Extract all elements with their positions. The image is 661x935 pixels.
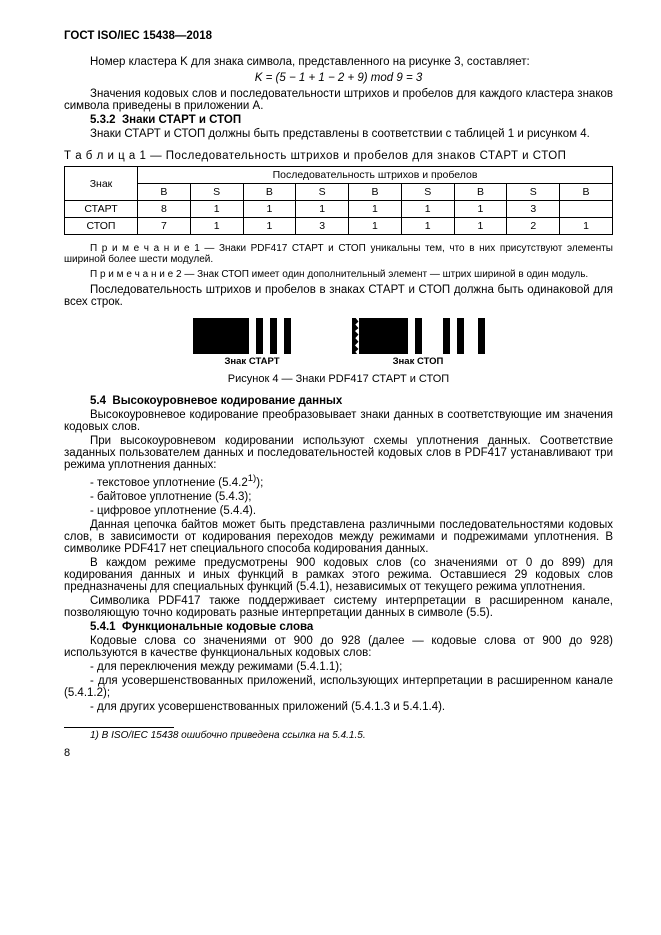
list-byte-compact: - байтовое уплотнение (5.4.3); (64, 491, 613, 503)
formula: K = (5 − 1 + 1 − 2 + 9) mod 9 = 3 (64, 72, 613, 84)
figure-caption: Рисунок 4 — Знаки PDF417 СТАРТ и СТОП (64, 373, 613, 385)
table-caption: Т а б л и ц а 1 — Последовательность штр… (64, 150, 613, 162)
figure-stop: Знак СТОП (352, 318, 485, 367)
list-other: - для других усовершенствованных приложе… (64, 701, 613, 713)
para-high-level-2: При высокоуровневом кодировании использу… (64, 435, 613, 471)
list-digit-compact: - цифровое уплотнение (5.4.4). (64, 505, 613, 517)
list-enhanced-eci: - для усовершенствованных приложений, ис… (64, 675, 613, 699)
doc-header: ГОСТ ISO/IEC 15438—2018 (64, 30, 613, 42)
para-eci: Символика PDF417 также поддерживает сист… (64, 595, 613, 619)
note-1: П р и м е ч а н и е 1 — Знаки PDF417 СТА… (64, 243, 613, 265)
figure-4: Знак СТАРТ Знак СТОП (64, 318, 613, 367)
para-high-level-1: Высокоуровневое кодирование преобразовыв… (64, 409, 613, 433)
section-5-3-2: 5.3.2 Знаки СТАРТ и СТОП (64, 114, 613, 126)
footnote: 1) В ISO/IEC 15438 ошибочно приведена сс… (64, 730, 613, 741)
para-seq-same: Последовательность штрихов и пробелов в … (64, 284, 613, 308)
col-seq: Последовательность штрихов и пробелов (138, 167, 613, 184)
figure-start-label: Знак СТАРТ (193, 356, 312, 367)
note-2: П р и м е ч а н и е 2 — Знак СТОП имеет … (64, 269, 613, 280)
col-znak: Знак (65, 167, 138, 201)
list-switch: - для переключения между режимами (5.4.1… (64, 661, 613, 673)
figure-start: Знак СТАРТ (193, 318, 312, 367)
footnote-rule (64, 727, 174, 728)
para-cluster-intro: Номер кластера K для знака символа, пред… (64, 56, 613, 68)
section-5-4: 5.4 Высокоуровневое кодирование данных (64, 395, 613, 407)
figure-stop-label: Знак СТОП (352, 356, 485, 367)
page-number: 8 (64, 747, 613, 759)
para-900: В каждом режиме предусмотрены 900 кодовы… (64, 557, 613, 593)
list-text-compact: - текстовое уплотнение (5.4.21)); (64, 473, 613, 489)
para-func-words: Кодовые слова со значениями от 900 до 92… (64, 635, 613, 659)
para-byte-chain: Данная цепочка байтов может быть предста… (64, 519, 613, 555)
para-appendix: Значения кодовых слов и последовательнос… (64, 88, 613, 112)
section-5-4-1: 5.4.1 Функциональные кодовые слова (64, 621, 613, 633)
table-start-stop: Знак Последовательность штрихов и пробел… (64, 166, 613, 235)
para-start-stop: Знаки СТАРТ и СТОП должны быть представл… (64, 128, 613, 140)
